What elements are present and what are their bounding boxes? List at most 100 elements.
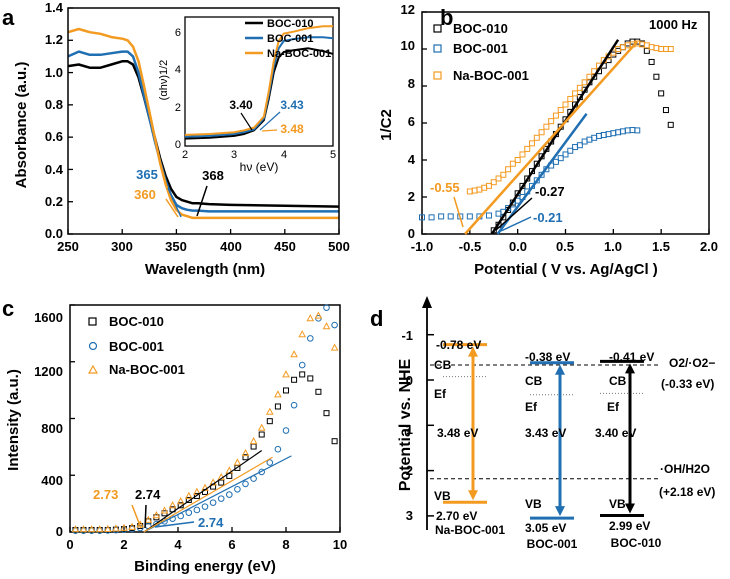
data-point-naboc001 xyxy=(615,46,622,52)
data-point-boc001 xyxy=(266,459,274,466)
data-point-naboc001 xyxy=(144,515,153,523)
data-point-naboc001 xyxy=(557,107,564,114)
c-annotation-274-blue: 2.74 xyxy=(198,515,224,530)
legend-label-boc001: BOC-001 xyxy=(453,41,508,56)
data-point-boc010 xyxy=(315,388,322,395)
c-xlabel: Binding energy (eV) xyxy=(134,558,276,575)
b-xtick: 1.0 xyxy=(604,239,622,254)
data-point-naboc001 xyxy=(653,45,660,52)
fit-line xyxy=(496,113,588,235)
data-point-naboc001 xyxy=(576,84,583,91)
legend-label-boc001: BOC-001 xyxy=(267,33,313,45)
data-point-naboc001 xyxy=(290,350,298,358)
inset-ylabel: (αhν)1/2 xyxy=(158,60,170,101)
b-ytick: 8 xyxy=(408,76,415,91)
panel-c-y-ticks: 0 400 800 1200 1600 xyxy=(34,310,63,539)
data-point-naboc001 xyxy=(87,525,96,533)
b-arrow-027 xyxy=(495,197,533,231)
data-point-naboc001 xyxy=(667,46,674,52)
data-point-boc001 xyxy=(576,142,583,149)
data-point-naboc001 xyxy=(476,186,483,193)
d-gap-naboc001: 3.48 eV xyxy=(437,426,478,440)
data-point-boc001 xyxy=(234,485,241,493)
data-point-boc001 xyxy=(419,214,425,221)
inset-annotation-340: 3.40 xyxy=(229,98,253,112)
panel-d-y-ticks: -1 0 1 2 3 xyxy=(401,328,413,523)
data-point-naboc001 xyxy=(567,95,574,102)
data-point-boc001 xyxy=(495,210,502,217)
data-point-naboc001 xyxy=(209,478,217,486)
data-point-boc001 xyxy=(514,197,521,204)
d-vb-label-boc001: VB xyxy=(525,497,542,511)
d-ref-value-oh: (+2.18 eV) xyxy=(659,485,715,499)
data-point-boc001 xyxy=(557,155,564,162)
inset-legend: BOC-010 BOC-001 Na-BOC-001 xyxy=(245,18,331,60)
d-cb-label-naboc001: CB xyxy=(434,358,452,372)
inset-arrow-340 xyxy=(240,112,253,131)
inset-ytick: 2 xyxy=(175,102,181,114)
data-point-naboc001 xyxy=(519,151,526,158)
legend-label-boc010: BOC-010 xyxy=(267,18,313,30)
d-ref-value-o2: (-0.33 eV) xyxy=(661,377,714,391)
b-xtick: -1.0 xyxy=(411,239,433,254)
data-point-boc010 xyxy=(643,47,650,54)
panel-c-legend: BOC-010 BOC-001 Na-BOC-001 xyxy=(87,314,185,377)
b-xtick: 1.5 xyxy=(652,239,670,254)
d-vb-value-boc010: 2.99 eV xyxy=(609,519,650,533)
c-annotation-274: 2.74 xyxy=(135,487,161,502)
a-xtick: 350 xyxy=(165,239,187,254)
a-xtick: 300 xyxy=(111,239,133,254)
panel-a-x-ticks: 250 300 350 400 450 500 xyxy=(57,239,350,254)
data-point-naboc001 xyxy=(500,171,507,178)
inset-xtick: 3 xyxy=(231,149,237,161)
legend-marker-boc001 xyxy=(433,44,442,53)
b-title: 1000 Hz xyxy=(649,17,698,32)
data-point-naboc001 xyxy=(658,46,665,52)
b-xtick: 0.5 xyxy=(556,239,574,254)
panel-d-plot xyxy=(422,296,661,530)
d-cb-label-boc010: CB xyxy=(609,374,627,388)
c-ytick: 1600 xyxy=(34,310,63,325)
data-point-boc001 xyxy=(274,445,282,453)
data-point-boc001 xyxy=(629,127,636,134)
data-point-naboc001 xyxy=(314,311,323,319)
b-ytick: 12 xyxy=(401,2,415,17)
a-ytick: 1.4 xyxy=(45,0,64,15)
data-point-boc001 xyxy=(201,503,209,510)
data-point-naboc001 xyxy=(184,491,193,499)
c-ytick: 1200 xyxy=(34,364,63,379)
panel-c: c 0 400 800 1200 1600 0 2 4 6 8 10 Bindi… xyxy=(2,296,347,575)
panel-d: d Potential vs. NHE -1 0 1 2 3 -0.78 eV … xyxy=(370,296,715,551)
c-ytick: 400 xyxy=(41,473,63,488)
data-point-boc010 xyxy=(299,371,306,378)
inset-line-naboc001 xyxy=(184,25,333,136)
inset-arrow-343 xyxy=(259,111,281,131)
data-point-boc010 xyxy=(258,431,265,438)
b-annotation-055: -0.55 xyxy=(430,180,460,195)
inset-xtick: 5 xyxy=(330,149,336,161)
fit-line xyxy=(490,39,620,235)
d-ylabel: Potential vs. NHE xyxy=(397,358,414,491)
data-point-boc001 xyxy=(586,136,593,143)
data-point-naboc001 xyxy=(524,145,531,152)
fit-line xyxy=(143,456,273,533)
d-ytick: -1 xyxy=(401,328,413,343)
data-point-boc010 xyxy=(667,121,674,128)
data-point-boc001 xyxy=(634,127,641,134)
b-annotation-027: -0.27 xyxy=(535,184,565,199)
a-annotation-365: 365 xyxy=(136,167,158,182)
panel-a-plot xyxy=(67,7,340,235)
data-point-naboc001 xyxy=(548,118,555,125)
data-point-naboc001 xyxy=(624,42,631,49)
c-xtick: 0 xyxy=(66,537,73,552)
a-ytick: 0.4 xyxy=(45,162,64,177)
d-cb-value-boc001: -0.38 eV xyxy=(525,350,570,364)
panel-b-y-ticks: 0 2 4 6 8 10 12 xyxy=(401,2,416,241)
d-gap-boc001: 3.43 eV xyxy=(525,426,566,440)
panel-b-plot xyxy=(419,11,710,235)
data-point-naboc001 xyxy=(514,157,521,163)
b-ytick: 10 xyxy=(401,38,415,53)
data-point-naboc001 xyxy=(643,42,650,49)
a-annotation-360: 360 xyxy=(134,187,156,202)
